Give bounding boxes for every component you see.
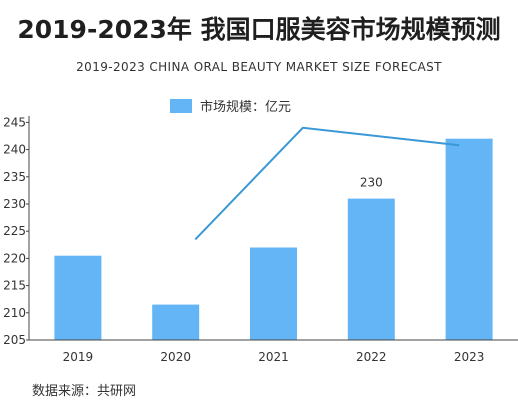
y-tick-label-205: 205 — [3, 333, 26, 347]
x-tick-label-2022: 2022 — [356, 350, 387, 364]
y-tick-label-220: 220 — [3, 251, 26, 265]
bar-2023 — [445, 138, 493, 340]
x-tick-label-2023: 2023 — [454, 350, 485, 364]
y-tick-label-225: 225 — [3, 224, 26, 238]
bar-2021 — [250, 247, 297, 340]
y-tick-label-235: 235 — [3, 170, 26, 184]
bar-2022 — [347, 198, 395, 340]
legend-label: 市场规模：亿元 — [200, 100, 292, 115]
x-tick-label-2019: 2019 — [63, 350, 94, 364]
trend-line — [194, 126, 460, 241]
source-note: 数据来源：共研网 — [32, 384, 137, 399]
chart-subtitle: 2019-2023 CHINA ORAL BEAUTY MARKET SIZE … — [76, 60, 442, 74]
chart-title: 2019-2023年 我国口服美容市场规模预测 — [17, 15, 501, 44]
y-tick-label-245: 245 — [3, 115, 26, 129]
y-tick-label-240: 240 — [3, 143, 26, 157]
y-tick-label-230: 230 — [3, 197, 26, 211]
x-tick-label-2021: 2021 — [258, 350, 289, 364]
bar-2019 — [54, 255, 102, 340]
legend: 市场规模：亿元 — [170, 96, 291, 115]
bar-2020 — [152, 304, 200, 340]
x-tick-label-2020: 2020 — [160, 350, 191, 364]
y-tick-label-215: 215 — [3, 279, 26, 293]
data-label-2022: 230 — [360, 176, 383, 190]
y-tick-label-210: 210 — [3, 306, 26, 320]
legend-swatch — [170, 98, 192, 113]
